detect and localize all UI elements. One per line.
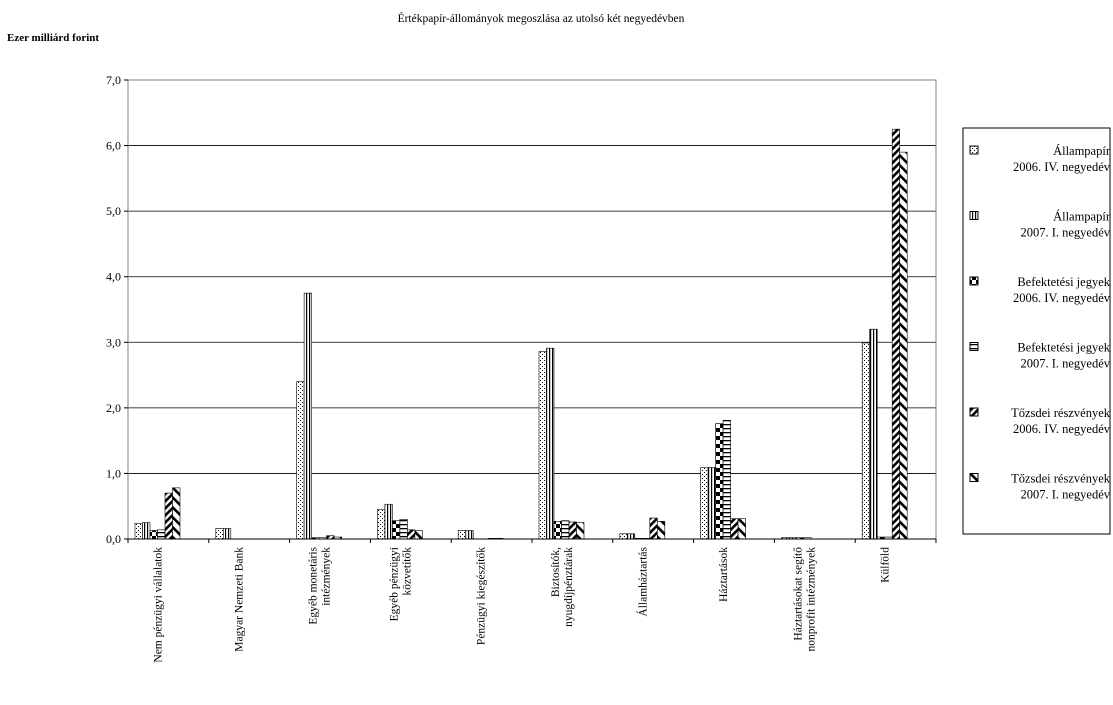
legend-swatch [969,342,979,351]
legend-label: Állampapír 2006. IV. negyedév [1013,144,1111,174]
bar [149,530,158,540]
x-tick-label: Biztosítók,nyugdíjpénztárak [550,547,575,627]
legend-label: Állampapír 2007. I. negyedév [1020,210,1110,240]
y-axis-label: Ezer milliárd forint [7,32,99,44]
legend-label: Tőzsdei részvények 2007. I. negyedév [1011,472,1111,502]
bar [626,533,636,540]
x-tick-label: Háztartások [718,547,730,602]
chart-title: Értékpapír-állományok megoszlása az utol… [398,11,685,25]
y-tick-label: 3,0 [106,335,121,349]
bar [561,520,570,540]
x-tick-label: Egyéb pénzügyiközvetítők [388,547,413,622]
bar [568,521,577,540]
y-tick-label: 4,0 [106,270,121,284]
bar [861,342,871,540]
bar [457,530,467,540]
bar [899,151,908,540]
legend-swatch [969,407,979,417]
bar [134,522,143,540]
legend-label: Tőzsdei részvények 2006. IV. negyedév [1011,406,1111,436]
x-tick-label: Egyéb monetárisintézmények [308,546,333,624]
bar [392,520,401,540]
bars [134,128,908,540]
bar [869,328,878,540]
bar [303,292,312,540]
bar [215,528,224,540]
bar [715,423,724,540]
bar [737,518,746,540]
bar [722,420,731,540]
bar [407,529,416,540]
y-tick-label: 1,0 [106,466,121,480]
bar [157,529,166,540]
bar [223,528,232,540]
bar [649,517,658,540]
plot-area [127,79,937,540]
y-tick-label: 0,0 [106,532,121,546]
bar [172,487,181,540]
x-tick-label: Államháztartás [635,546,649,616]
y-axis: 0,0 1,0 2,0 3,0 4,0 5,0 6,0 7,0 [106,73,936,546]
y-tick-label: 7,0 [106,73,121,87]
x-tick-label: Nem pénzügyi vállalatok [153,547,165,663]
legend [962,127,1111,535]
bar [164,492,173,540]
bar [399,519,408,540]
bar [656,520,666,540]
legend-swatch [969,473,979,482]
bar [414,530,423,540]
x-tick-label: Háztartásokat segítőnonprofit intézménye… [792,547,817,652]
bar [538,351,547,540]
bar [619,533,628,540]
bar [296,381,305,540]
bar [546,347,555,540]
bar [707,467,716,540]
gridlines [128,145,936,474]
y-tick-label: 5,0 [106,204,121,218]
bar [891,128,901,540]
legend-swatch [969,145,979,155]
bar [700,467,709,540]
y-tick-label: 6,0 [106,139,121,153]
legend-label: Befektetési jegyek 2007. I. negyedév [1017,341,1110,371]
y-tick-label: 2,0 [106,401,121,415]
bar [465,530,474,540]
bar [142,522,151,540]
bar [377,509,386,540]
bar [730,518,739,540]
legend-swatch [969,276,979,286]
bar [384,503,393,540]
bar [553,520,562,540]
x-axis: Nem pénzügyi vállalatok Magyar Nemzeti Ba… [127,539,937,663]
x-tick-label: Pénzügyi kiegészítők [476,547,488,645]
x-tick-label: Magyar Nemzeti Bank [233,547,245,652]
legend-swatch [969,211,979,220]
x-tick-label: Külföld [880,547,892,583]
legend-items: Állampapír 2006. IV. negyedév Állampapír 20… [969,144,1111,502]
bar [576,522,585,540]
legend-label: Befektetési jegyek 2006. IV. negyedév [1013,275,1111,305]
